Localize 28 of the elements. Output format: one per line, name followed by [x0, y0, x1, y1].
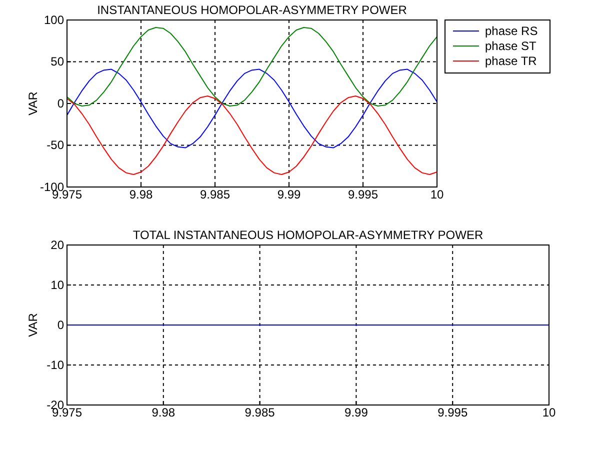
y-tick-label: 20 — [50, 238, 64, 252]
x-tick-label: 9.985 — [244, 406, 276, 420]
line-series — [66, 68, 438, 148]
legend-label: phase TR — [485, 54, 538, 68]
x-tick-label: 10 — [430, 188, 444, 202]
y-tick-label: -10 — [46, 358, 64, 372]
y-tick-label: 0 — [57, 96, 64, 110]
legend-label: phase ST — [485, 39, 538, 53]
legend-label: phase RS — [485, 24, 538, 38]
y-tick-label: 10 — [50, 278, 64, 292]
x-tick-label: 9.98 — [129, 188, 153, 202]
y-tick-label: 100 — [44, 12, 64, 27]
y-tick-label: -50 — [46, 138, 64, 152]
y-tick-label: 50 — [50, 54, 64, 69]
x-tick-label: 9.99 — [344, 406, 368, 420]
x-tick-label: 9.985 — [200, 188, 230, 202]
x-tick-label: 9.99 — [277, 188, 301, 202]
x-tick-label: 9.995 — [348, 188, 378, 202]
y-axis-title: VAR — [26, 312, 40, 337]
chart-title: TOTAL INSTANTANEOUS HOMOPOLAR-ASYMMETRY POWER — [132, 228, 484, 242]
chart-title: INSTANTANEOUS HOMOPOLAR-ASYMMETRY POWER — [97, 3, 408, 17]
y-axis-title: VAR — [26, 91, 40, 116]
line-series — [66, 95, 438, 175]
x-tick-label: 9.995 — [438, 406, 468, 420]
line-series — [66, 27, 438, 107]
y-tick-label: 0 — [57, 318, 64, 332]
x-tick-label: 10 — [542, 406, 556, 420]
x-tick-label: 9.98 — [152, 406, 176, 420]
